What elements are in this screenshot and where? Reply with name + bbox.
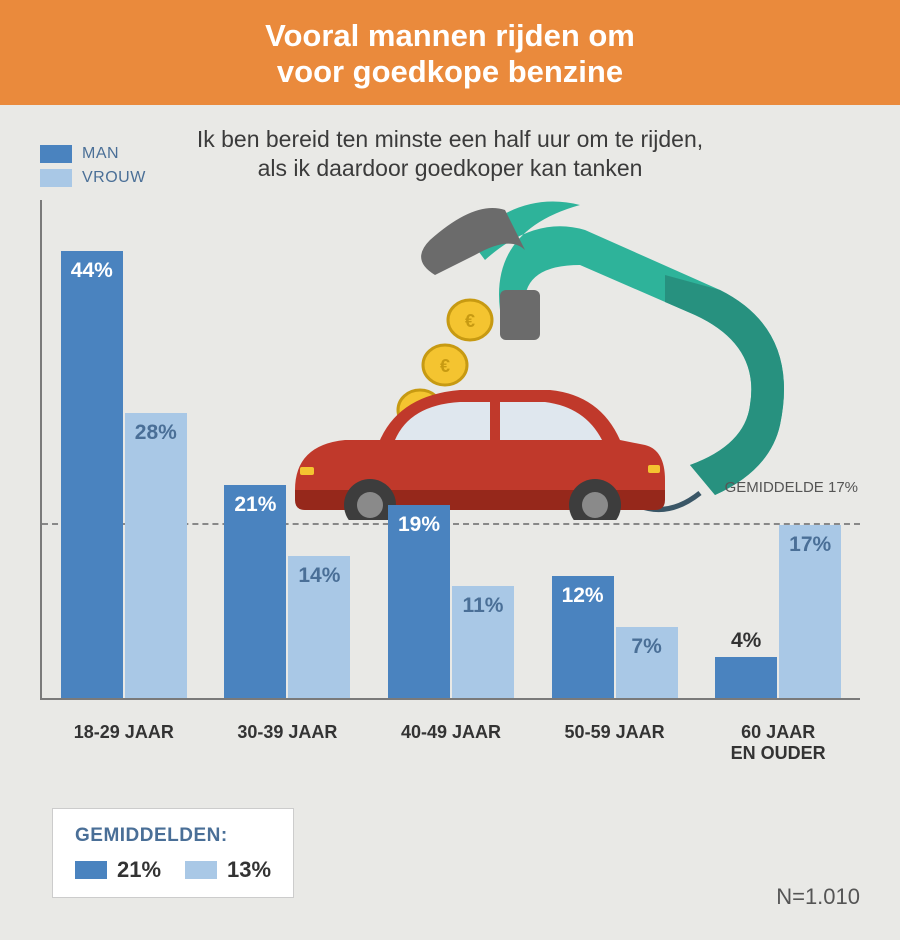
page-title: Vooral mannen rijden omvoor goedkope ben… <box>0 18 900 89</box>
category-label: 40-49 JAAR <box>369 710 533 770</box>
legend-man-swatch <box>40 145 72 163</box>
bar-value-label: 14% <box>288 564 350 588</box>
bar-group: 19% 11% <box>369 210 533 698</box>
x-axis <box>40 698 860 700</box>
bar-value-label: 44% <box>61 259 123 283</box>
header-banner: Vooral mannen rijden omvoor goedkope ben… <box>0 0 900 105</box>
bar-vrouw: 11% <box>452 586 514 698</box>
averages-vrouw-value: 13% <box>227 857 271 883</box>
bar-man: 12% <box>552 576 614 698</box>
bar-chart: GEMIDDELDE 17% 44%28%21%14%19%11%12%7%4%… <box>40 210 860 770</box>
sample-size: N=1.010 <box>776 884 860 910</box>
bar-value-label: 7% <box>616 635 678 659</box>
legend-vrouw: VROUW <box>40 169 146 187</box>
bar-vrouw: 7% <box>616 627 678 698</box>
legend-vrouw-label: VROUW <box>82 169 146 187</box>
bar-man: 19% <box>388 505 450 698</box>
bar-group: 12% 7% <box>533 210 697 698</box>
bar-groups: 44% 28% 21% 14% 19% 11% 12% 7% 4% 17% <box>42 210 860 698</box>
category-label: 30-39 JAAR <box>206 710 370 770</box>
bar-value-label: 28% <box>125 421 187 445</box>
bar-man: 44% <box>61 251 123 698</box>
bar-man: 4% <box>715 657 777 698</box>
bar-value-label: 21% <box>224 493 286 517</box>
bar-vrouw: 28% <box>125 413 187 698</box>
bar-value-label: 4% <box>715 629 777 657</box>
legend-man: MAN <box>40 145 146 163</box>
averages-vrouw-swatch <box>185 861 217 879</box>
legend-top: MAN VROUW <box>40 145 146 193</box>
averages-vrouw: 13% <box>185 857 271 883</box>
category-label: 60 JAAREN OUDER <box>696 710 860 770</box>
category-label: 18-29 JAAR <box>42 710 206 770</box>
averages-box: GEMIDDELDEN: 21% 13% <box>52 808 294 898</box>
category-labels: 18-29 JAAR30-39 JAAR40-49 JAAR50-59 JAAR… <box>42 710 860 770</box>
averages-man: 21% <box>75 857 161 883</box>
bar-man: 21% <box>224 485 286 699</box>
bar-group: 4% 17% <box>696 210 860 698</box>
infographic-canvas: Vooral mannen rijden omvoor goedkope ben… <box>0 0 900 940</box>
bar-value-label: 11% <box>452 594 514 618</box>
averages-man-value: 21% <box>117 857 161 883</box>
category-label: 50-59 JAAR <box>533 710 697 770</box>
bar-group: 44% 28% <box>42 210 206 698</box>
bar-value-label: 17% <box>779 533 841 557</box>
averages-title: GEMIDDELDEN: <box>75 825 271 847</box>
legend-man-label: MAN <box>82 145 119 163</box>
bar-value-label: 19% <box>388 513 450 537</box>
bar-group: 21% 14% <box>206 210 370 698</box>
averages-man-swatch <box>75 861 107 879</box>
legend-vrouw-swatch <box>40 169 72 187</box>
bar-vrouw: 14% <box>288 556 350 698</box>
bar-vrouw: 17% <box>779 525 841 698</box>
bar-value-label: 12% <box>552 584 614 608</box>
